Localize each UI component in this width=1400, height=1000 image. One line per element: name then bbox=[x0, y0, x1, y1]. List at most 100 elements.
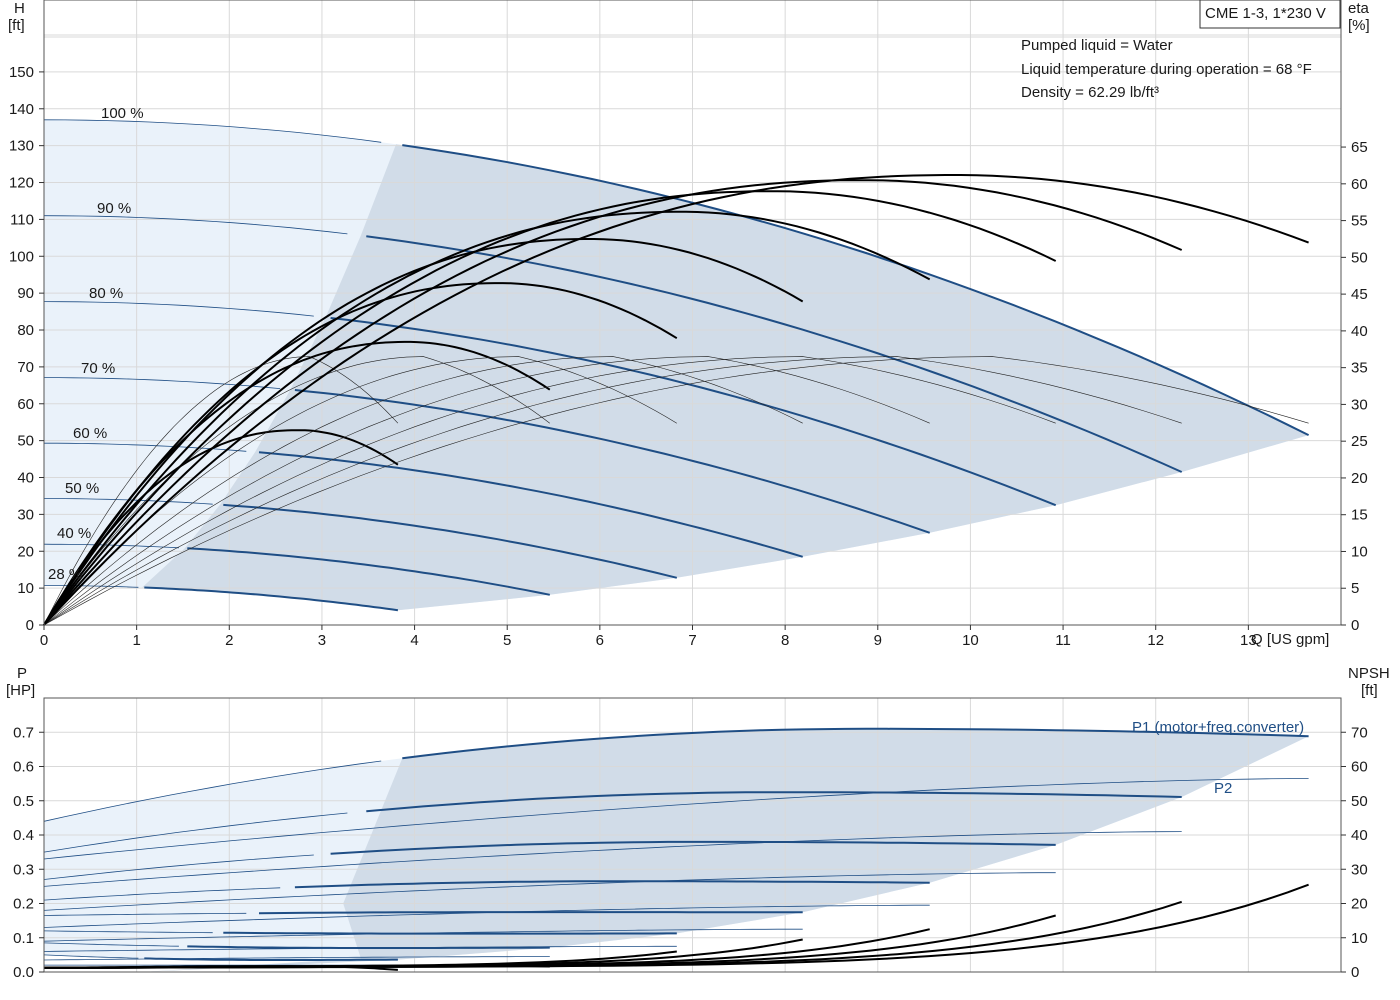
x-tick-label: 10 bbox=[962, 632, 979, 649]
head-curve bbox=[366, 235, 1183, 473]
p1-curve-thin bbox=[43, 930, 213, 934]
p1-curve bbox=[258, 911, 803, 915]
y-left-tick-label: 30 bbox=[17, 506, 34, 523]
y-left-tick-label: 130 bbox=[9, 138, 34, 155]
speed-label-60: 60 % bbox=[73, 425, 107, 442]
x-tick-label: 4 bbox=[410, 632, 418, 649]
efficiency-curve bbox=[43, 210, 931, 626]
npsh-tick-label: 50 bbox=[1351, 793, 1368, 810]
y-left-tick-label: 10 bbox=[17, 580, 34, 597]
speed-label-90: 90 % bbox=[97, 200, 131, 217]
head-efficiency-panel: 0 1 2 3 4 5 6 7 8 9 10 11 12 130102030405060708090100… bbox=[8, 0, 1370, 649]
y-left-tick-label: 150 bbox=[9, 64, 34, 81]
head-curve bbox=[223, 503, 678, 579]
x-tick-label: 1 bbox=[132, 632, 140, 649]
p1-curve bbox=[402, 727, 1309, 760]
y-right-unit-percent: [%] bbox=[1348, 17, 1370, 34]
x-tick-label: 3 bbox=[318, 632, 326, 649]
y-left-tick-label: 100 bbox=[9, 248, 34, 265]
efficiency-curve-thin bbox=[43, 356, 803, 626]
y-left-label-p: P bbox=[17, 665, 27, 682]
efficiency-curve bbox=[43, 190, 1057, 626]
efficiency-curve-thin bbox=[43, 356, 1309, 626]
p-tick-label: 0.6 bbox=[13, 759, 34, 776]
x-tick-label: 11 bbox=[1055, 632, 1071, 649]
efficiency-curve-thin bbox=[43, 356, 1056, 626]
x-tick-label: 12 bbox=[1147, 632, 1164, 649]
y-left-tick-label: 40 bbox=[17, 470, 34, 487]
y-right-tick-label: 5 bbox=[1351, 580, 1359, 597]
p1-curve-thin bbox=[43, 954, 139, 959]
info-pumped-liquid: Pumped liquid = Water bbox=[1021, 37, 1173, 54]
efficiency-curve bbox=[43, 179, 1183, 626]
x-tick-label: 8 bbox=[781, 632, 789, 649]
head-curve bbox=[258, 451, 803, 558]
y-right-tick-label: 40 bbox=[1351, 323, 1368, 340]
efficiency-curve-thin bbox=[43, 356, 930, 626]
y-left-tick-label: 70 bbox=[17, 359, 34, 376]
y-right-tick-label: 20 bbox=[1351, 470, 1368, 487]
y-left-tick-label: 80 bbox=[17, 322, 34, 339]
y-left-tick-label: 50 bbox=[17, 433, 34, 450]
efficiency-curve bbox=[43, 174, 1309, 626]
y-left-label-h: H bbox=[14, 0, 25, 17]
efficiency-curve-thin bbox=[43, 356, 1182, 626]
x-tick-label: 7 bbox=[688, 632, 696, 649]
product-label: CME 1-3, 1*230 V bbox=[1205, 5, 1326, 22]
p2-curve bbox=[43, 956, 550, 961]
head-curve-thin bbox=[44, 377, 281, 389]
efficiency-curve-thin bbox=[43, 356, 399, 626]
y-right-label-npsh: NPSH bbox=[1348, 665, 1390, 682]
head-curve-thin bbox=[43, 585, 139, 588]
y-left-tick-label: 140 bbox=[9, 101, 34, 118]
product-label-box bbox=[1199, 0, 1341, 29]
p-tick-label: 0.5 bbox=[13, 793, 34, 810]
head-recommended-area bbox=[142, 144, 1309, 611]
p1-curve-thin bbox=[43, 812, 348, 853]
p2-curve bbox=[43, 831, 1182, 887]
x-tick-label: 9 bbox=[874, 632, 882, 649]
npsh-tick-label: 10 bbox=[1351, 930, 1368, 947]
npsh-tick-label: 30 bbox=[1351, 861, 1368, 878]
p1-curve-thin bbox=[43, 887, 281, 901]
head-curve bbox=[402, 144, 1310, 436]
y-left-tick-label: 60 bbox=[17, 396, 34, 413]
y-left-tick-label: 0 bbox=[26, 617, 34, 634]
y-right-tick-label: 55 bbox=[1351, 213, 1368, 230]
y-right-unit-ft: [ft] bbox=[1361, 682, 1378, 699]
p1-curve bbox=[223, 931, 677, 935]
p1-series-label: P1 (motor+freq.converter) bbox=[1132, 719, 1304, 736]
speed-label-100: 100 % bbox=[101, 105, 144, 122]
y-right-tick-label: 45 bbox=[1351, 286, 1368, 303]
info-temperature: Liquid temperature during operation = 68… bbox=[1021, 61, 1312, 78]
npsh-curve bbox=[43, 883, 1309, 969]
y-right-label-eta: eta bbox=[1348, 0, 1370, 17]
x-tick-label: 5 bbox=[503, 632, 511, 649]
speed-label-80: 80 % bbox=[89, 285, 123, 302]
p1-curve bbox=[366, 791, 1182, 813]
y-right-tick-label: 50 bbox=[1351, 249, 1368, 266]
power-npsh-panel: 0.00.10.20.30.40.50.60.7010203040506070 … bbox=[6, 665, 1390, 981]
x-tick-label: 6 bbox=[596, 632, 604, 649]
speed-label-28: 28 % bbox=[48, 566, 82, 583]
npsh-tick-label: 20 bbox=[1351, 896, 1368, 913]
x-axis-label: Q [US gpm] bbox=[1251, 631, 1329, 648]
y-right-tick-label: 30 bbox=[1351, 396, 1368, 413]
y-left-tick-label: 20 bbox=[17, 543, 34, 560]
npsh-tick-label: 60 bbox=[1351, 759, 1368, 776]
y-right-tick-label: 10 bbox=[1351, 543, 1368, 560]
p1-curve-thin bbox=[43, 942, 179, 947]
head-curve bbox=[330, 317, 1057, 507]
head-curve bbox=[294, 389, 931, 534]
head-curve-thin bbox=[43, 119, 382, 143]
p-tick-label: 0.4 bbox=[13, 827, 34, 844]
p1-curve-thin bbox=[43, 854, 314, 880]
head-curve-thin bbox=[43, 215, 348, 235]
speed-label-40: 40 % bbox=[57, 525, 91, 542]
head-curve-thin bbox=[43, 301, 314, 317]
y-right-tick-label: 65 bbox=[1351, 139, 1368, 156]
p-tick-label: 0.3 bbox=[13, 861, 34, 878]
speed-label-70: 70 % bbox=[81, 360, 115, 377]
y-left-unit-hp: [HP] bbox=[6, 682, 35, 699]
